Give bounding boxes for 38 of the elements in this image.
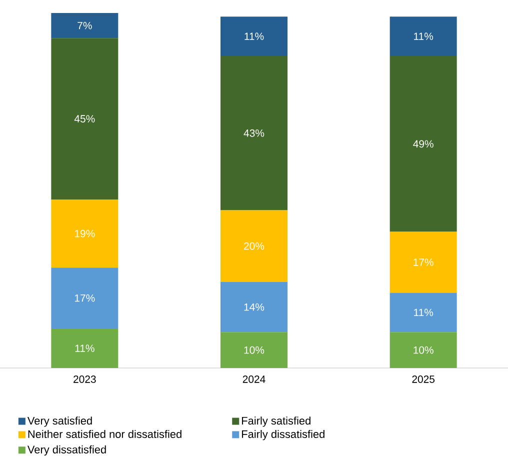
- x-tick-label: 2023: [74, 376, 96, 383]
- data-label: 19%: [74, 230, 95, 238]
- x-tick-label: 2024: [242, 376, 266, 383]
- data-label: 20%: [244, 242, 264, 250]
- data-label: 17%: [414, 258, 434, 266]
- legend-label: Fairly dissatisfied: [242, 430, 324, 440]
- legend-label: Very satisfied: [27, 416, 92, 427]
- data-label: 17%: [74, 294, 95, 302]
- legend-label: Fairly satisfied: [242, 416, 310, 427]
- data-label: 7%: [78, 22, 92, 30]
- data-label: 10%: [414, 346, 434, 354]
- bar: [390, 56, 457, 232]
- data-label: 43%: [244, 129, 264, 137]
- bar: [220, 56, 288, 210]
- bar: [51, 268, 118, 329]
- data-label: 45%: [74, 115, 95, 122]
- bar: [220, 282, 288, 332]
- data-label: 10%: [244, 346, 264, 354]
- bar: [390, 16, 457, 56]
- bar: [390, 232, 457, 293]
- data-label: 11%: [75, 344, 94, 352]
- bar: [220, 16, 288, 56]
- legend-label: Very dissatisfied: [27, 445, 106, 456]
- bar: [51, 199, 118, 268]
- bar: [390, 292, 457, 332]
- bar: [51, 13, 118, 38]
- data-label: 11%: [414, 308, 434, 316]
- bar: [51, 38, 118, 200]
- x-tick-label: 2025: [412, 376, 435, 383]
- bar: [220, 210, 288, 282]
- data-label: 14%: [244, 303, 264, 311]
- data-label: 11%: [414, 32, 434, 40]
- legend-label: Neither satisfied nor dissatisfied: [28, 430, 182, 438]
- data-label: 11%: [244, 32, 264, 40]
- bar: [220, 332, 288, 368]
- bar: [390, 332, 457, 368]
- data-label: 49%: [413, 140, 434, 148]
- bar: [51, 328, 118, 368]
